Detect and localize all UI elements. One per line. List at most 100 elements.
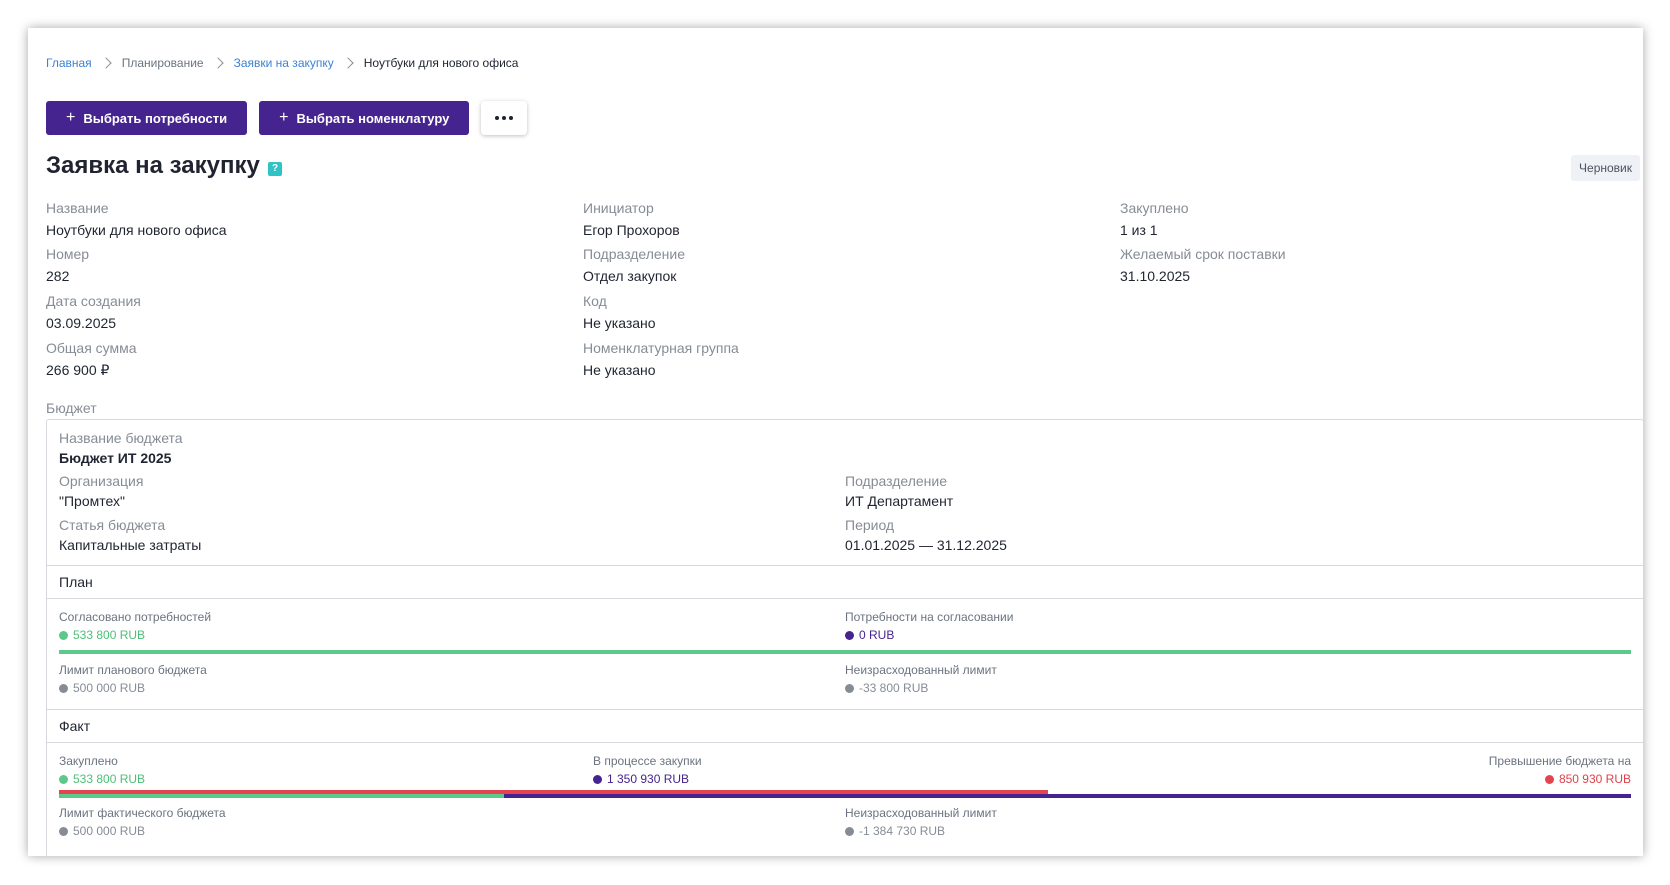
plan-approved: Согласовано потребностей 533 800 RUB xyxy=(59,610,211,642)
fact-in-process: В процессе закупки 1 350 930 RUB xyxy=(593,754,702,786)
content-area: Главная Планирование Заявки на закупку Н… xyxy=(46,28,1643,856)
budget-period: Период 01.01.2025 — 31.12.2025 xyxy=(845,517,1007,553)
budget-label: Бюджет xyxy=(46,400,97,416)
breadcrumb-home[interactable]: Главная xyxy=(46,56,92,70)
select-nomenclature-button[interactable]: + Выбрать номенклатуру xyxy=(259,101,470,135)
field-label: Подразделение xyxy=(845,473,948,489)
status-badge: Черновик xyxy=(1571,155,1640,181)
status-dot-icon xyxy=(1544,774,1554,784)
chevron-right-icon xyxy=(342,57,354,69)
field-label: Статья бюджета xyxy=(59,517,166,533)
fact-progress-bar xyxy=(59,790,1631,798)
fact-title: Факт xyxy=(59,718,91,734)
metric-label: Превышение бюджета на xyxy=(1488,754,1631,768)
metric-value: 500 000 RUB xyxy=(73,824,146,838)
breadcrumb-planning[interactable]: Планирование xyxy=(121,56,204,70)
select-needs-label: Выбрать потребности xyxy=(83,110,228,126)
field-label: Дата создания xyxy=(46,293,141,309)
fact-section-header: Факт xyxy=(47,709,1643,743)
metric-value-row: 533 800 RUB xyxy=(59,772,145,786)
field-initiator: Инициатор Егор Прохоров xyxy=(583,200,680,238)
field-value: 1 из 1 xyxy=(1120,222,1158,238)
field-value: Отдел закупок xyxy=(583,268,677,284)
status-dot-icon xyxy=(845,683,854,693)
fact-purchased-bar xyxy=(59,794,504,798)
fact-limit-bar xyxy=(59,790,1048,794)
status-dot-icon xyxy=(845,630,854,640)
select-needs-button[interactable]: + Выбрать потребности xyxy=(46,101,248,135)
budget-department: Подразделение ИТ Департамент xyxy=(845,473,953,509)
metric-value-row: 1 350 930 RUB xyxy=(593,772,702,786)
title-row: Заявка на закупку ? Черновик xyxy=(46,152,1643,186)
metric-label: Потребности на согласовании xyxy=(845,610,1014,624)
status-dot-icon xyxy=(593,774,602,784)
field-value: 282 xyxy=(46,268,70,284)
breadcrumb-requests[interactable]: Заявки на закупку xyxy=(233,56,334,70)
field-code: Код Не указано xyxy=(583,293,656,331)
more-dots-icon xyxy=(509,116,514,120)
budget-article: Статья бюджета Капитальные затраты xyxy=(59,517,201,553)
field-label: Название xyxy=(46,200,109,216)
toolbar: + Выбрать потребности + Выбрать номенкла… xyxy=(46,101,528,135)
plan-title: План xyxy=(59,574,93,590)
metric-value: 533 800 RUB xyxy=(73,628,146,642)
metric-value-row: 0 RUB xyxy=(845,628,1013,642)
fact-in-process-bar xyxy=(504,794,1631,798)
metric-label: Неизрасходованный лимит xyxy=(845,806,997,820)
metric-label: Закуплено xyxy=(59,754,118,768)
more-actions-button[interactable] xyxy=(481,101,528,135)
field-number: Номер 282 xyxy=(46,246,89,284)
plus-icon: + xyxy=(66,109,76,126)
field-label: Организация xyxy=(59,473,144,489)
metric-value: 500 000 RUB xyxy=(73,681,146,695)
metric-label: Неизрасходованный лимит xyxy=(845,663,997,677)
status-dot-icon xyxy=(59,826,68,836)
field-value: "Промтех" xyxy=(59,493,125,509)
more-dots-icon xyxy=(495,116,500,120)
plan-limit: Лимит планового бюджета 500 000 RUB xyxy=(59,663,207,695)
metric-value-row: 850 930 RUB xyxy=(1489,772,1631,786)
metric-value: -1 384 730 RUB xyxy=(859,824,946,838)
metric-value-row: -33 800 RUB xyxy=(845,681,997,695)
metric-label: Лимит фактического бюджета xyxy=(59,806,226,820)
field-label: Название бюджета xyxy=(59,430,183,446)
metric-value-row: 500 000 RUB xyxy=(59,681,207,695)
budget-card: Название бюджета Бюджет ИТ 2025 Организа… xyxy=(46,419,1643,856)
metric-value: 850 930 RUB xyxy=(1558,772,1631,786)
field-nomenclature-group: Номенклатурная группа Не указано xyxy=(583,340,739,378)
field-value: 266 900 ₽ xyxy=(46,362,110,378)
metric-value-row: 533 800 RUB xyxy=(59,628,211,642)
fact-purchased: Закуплено 533 800 RUB xyxy=(59,754,145,786)
breadcrumb-current: Ноутбуки для нового офиса xyxy=(363,56,519,70)
field-label: Номенклатурная группа xyxy=(583,340,739,356)
plan-progress-bar xyxy=(59,650,1631,654)
plan-section-header: План xyxy=(47,565,1643,599)
chevron-right-icon xyxy=(100,57,112,69)
status-dot-icon xyxy=(59,774,68,784)
field-value: 03.09.2025 xyxy=(46,315,117,331)
field-label: Номер xyxy=(46,246,90,262)
plan-pending: Потребности на согласовании 0 RUB xyxy=(845,610,1013,642)
field-value: Бюджет ИТ 2025 xyxy=(59,450,172,466)
field-label: Период xyxy=(845,517,895,533)
field-label: Подразделение xyxy=(583,246,686,262)
field-purchased: Закуплено 1 из 1 xyxy=(1120,200,1189,238)
metric-label: В процессе закупки xyxy=(593,754,702,768)
field-label: Инициатор xyxy=(583,200,654,216)
field-value: ИТ Департамент xyxy=(845,493,954,509)
field-value: Не указано xyxy=(583,315,656,331)
metric-value-row: 500 000 RUB xyxy=(59,824,226,838)
plan-unspent: Неизрасходованный лимит -33 800 RUB xyxy=(845,663,997,695)
field-value: Ноутбуки для нового офиса xyxy=(46,222,227,238)
field-created: Дата создания 03.09.2025 xyxy=(46,293,141,331)
field-value: 01.01.2025 — 31.12.2025 xyxy=(845,537,1007,553)
metric-value: 0 RUB xyxy=(859,628,895,642)
field-label: Закуплено xyxy=(1120,200,1189,216)
chevron-right-icon xyxy=(211,57,224,69)
budget-name: Название бюджета Бюджет ИТ 2025 xyxy=(59,430,183,466)
breadcrumb: Главная Планирование Заявки на закупку Н… xyxy=(46,56,518,70)
help-icon[interactable]: ? xyxy=(268,162,282,176)
metric-value: 533 800 RUB xyxy=(73,772,146,786)
field-delivery-date: Желаемый срок поставки 31.10.2025 xyxy=(1120,246,1286,284)
field-department: Подразделение Отдел закупок xyxy=(583,246,685,284)
